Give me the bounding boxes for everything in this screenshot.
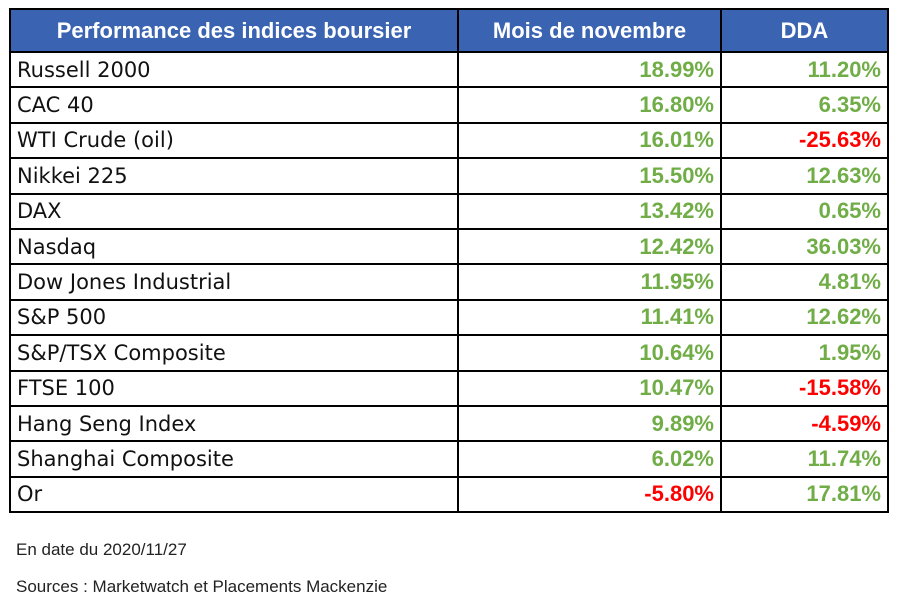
index-name-cell: Or: [9, 475, 459, 514]
table-row: FTSE 100 10.47% -15.58%: [9, 369, 889, 407]
ytd-value-cell: 6.35%: [720, 86, 889, 124]
table-row: S&P 500 11.41% 12.62%: [9, 298, 889, 337]
table-row: Shanghai Composite 6.02% 11.74%: [9, 440, 889, 478]
index-name-cell: Nikkei 225: [9, 157, 459, 195]
sources-note: Sources : Marketwatch et Placements Mack…: [16, 577, 388, 596]
ytd-value-cell: 12.63%: [720, 157, 889, 195]
ytd-value-cell: 12.62%: [720, 298, 889, 337]
index-name-cell: FTSE 100: [9, 369, 459, 407]
table-body: Russell 2000 18.99% 11.20% CAC 40 16.80% 6.35…: [9, 50, 889, 514]
index-name-cell: Nasdaq: [9, 227, 459, 266]
ytd-value-cell: 4.81%: [720, 263, 889, 301]
index-name-cell: S&P 500: [9, 298, 459, 337]
index-name-cell: WTI Crude (oil): [9, 121, 459, 160]
table-row: Nikkei 225 15.50% 12.63%: [9, 157, 889, 195]
table-row: DAX 13.42% 0.65%: [9, 192, 889, 230]
index-name-cell: Shanghai Composite: [9, 440, 459, 478]
table-row: Russell 2000 18.99% 11.20%: [9, 50, 889, 89]
table-row: WTI Crude (oil) 16.01% -25.63%: [9, 121, 889, 160]
table-row: Dow Jones Industrial 11.95% 4.81%: [9, 263, 889, 301]
header-ytd: DDA: [720, 8, 889, 53]
index-name-cell: Russell 2000: [9, 50, 459, 89]
month-value-cell: 12.42%: [457, 227, 722, 266]
ytd-value-cell: 0.65%: [720, 192, 889, 230]
month-value-cell: 6.02%: [457, 440, 722, 478]
table-row: Or -5.80% 17.81%: [9, 475, 889, 514]
ytd-value-cell: 11.74%: [720, 440, 889, 478]
index-name-cell: DAX: [9, 192, 459, 230]
ytd-value-cell: -4.59%: [720, 404, 889, 443]
month-value-cell: 16.01%: [457, 121, 722, 160]
header-row: Performance des indices boursier Mois de…: [9, 8, 889, 53]
month-value-cell: 11.95%: [457, 263, 722, 301]
month-value-cell: 10.64%: [457, 334, 722, 372]
month-value-cell: -5.80%: [457, 475, 722, 514]
index-name-cell: CAC 40: [9, 86, 459, 124]
date-note: En date du 2020/11/27: [16, 540, 187, 559]
month-value-cell: 16.80%: [457, 86, 722, 124]
ytd-value-cell: -15.58%: [720, 369, 889, 407]
ytd-value-cell: 17.81%: [720, 475, 889, 514]
header-index: Performance des indices boursier: [9, 8, 459, 53]
index-name-cell: Hang Seng Index: [9, 404, 459, 443]
index-name-cell: S&P/TSX Composite: [9, 334, 459, 372]
month-value-cell: 13.42%: [457, 192, 722, 230]
table-row: S&P/TSX Composite 10.64% 1.95%: [9, 334, 889, 372]
ytd-value-cell: -25.63%: [720, 121, 889, 160]
month-value-cell: 9.89%: [457, 404, 722, 443]
ytd-value-cell: 36.03%: [720, 227, 889, 266]
performance-table: Performance des indices boursier Mois de…: [9, 8, 889, 514]
table-row: CAC 40 16.80% 6.35%: [9, 86, 889, 124]
month-value-cell: 15.50%: [457, 157, 722, 195]
table-row: Hang Seng Index 9.89% -4.59%: [9, 404, 889, 443]
table-row: Nasdaq 12.42% 36.03%: [9, 227, 889, 266]
ytd-value-cell: 1.95%: [720, 334, 889, 372]
header-month: Mois de novembre: [457, 8, 722, 53]
index-name-cell: Dow Jones Industrial: [9, 263, 459, 301]
month-value-cell: 18.99%: [457, 50, 722, 89]
ytd-value-cell: 11.20%: [720, 50, 889, 89]
month-value-cell: 10.47%: [457, 369, 722, 407]
month-value-cell: 11.41%: [457, 298, 722, 337]
